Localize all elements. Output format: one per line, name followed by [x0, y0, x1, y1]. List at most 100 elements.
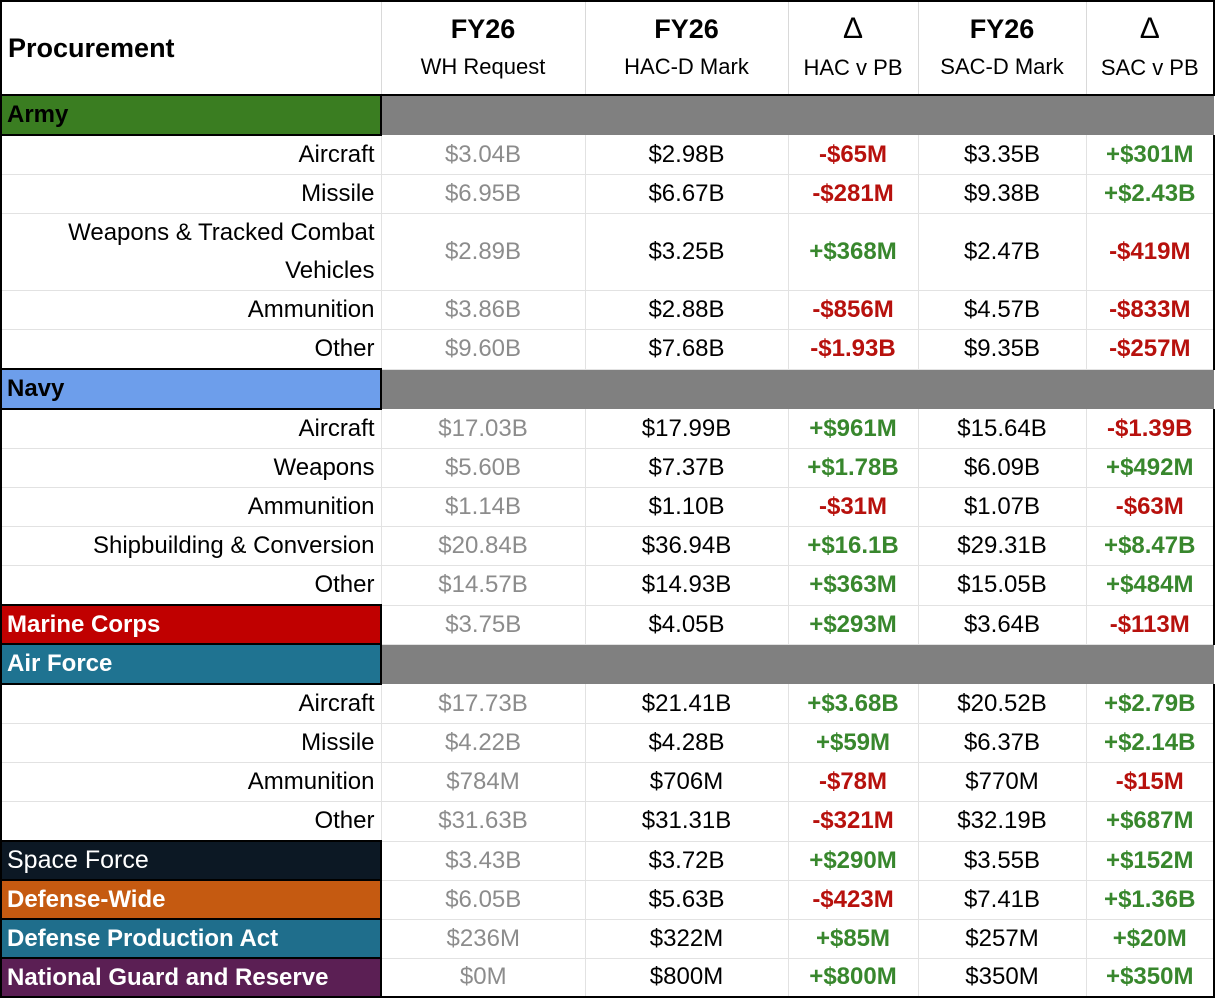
sac-delta-value: -$1.39B: [1085, 409, 1215, 449]
hac-delta-value: +$1.78B: [787, 448, 918, 488]
sac-delta-value: +$2.79B: [1085, 684, 1215, 724]
section-label-defense-wide: Defense-Wide: [0, 879, 382, 920]
column-header-delta-symbol: Δ: [842, 12, 864, 45]
line-item-name: Shipbuilding & Conversion: [0, 526, 381, 566]
sac-delta-value: +$492M: [1085, 448, 1215, 488]
table-row: Aircraft $3.04B $2.98B -$65M $3.35B +$30…: [0, 135, 1215, 175]
hac-delta-value: +$800M: [787, 958, 918, 998]
line-item-name-line1: Weapons & Tracked Combat: [68, 219, 375, 246]
table-row: Ammunition $784M $706M -$78M $770M -$15M: [0, 762, 1215, 802]
sac-mark-value: $3.64B: [917, 605, 1086, 645]
table-row: Shipbuilding & Conversion $20.84B $36.94…: [0, 526, 1215, 566]
line-item-name: Aircraft: [0, 684, 381, 724]
wh-request-value: $6.95B: [380, 174, 585, 214]
table-row: Missile $4.22B $4.28B +$59M $6.37B +$2.1…: [0, 723, 1215, 763]
line-item-name: Other: [0, 565, 381, 606]
sac-delta-value: -$257M: [1085, 329, 1215, 370]
sac-delta-value: +$1.36B: [1085, 880, 1215, 920]
section-row-air-force: Air Force: [0, 643, 1214, 685]
line-item-name: Weapons: [0, 448, 381, 488]
section-label-marine-corps: Marine Corps: [0, 604, 382, 645]
section-label-national-guard-reserve: National Guard and Reserve: [0, 957, 382, 998]
hac-mark-value: $31.31B: [584, 801, 788, 842]
sac-delta-value: +$2.14B: [1085, 723, 1215, 763]
hac-delta-value: +$85M: [787, 919, 918, 959]
column-header-sub: SAC-D Mark: [940, 54, 1064, 79]
line-item-name: Ammunition: [0, 487, 381, 527]
hac-delta-value: +$961M: [787, 409, 918, 449]
sac-delta-value: -$833M: [1085, 290, 1215, 330]
sac-mark-value: $6.09B: [917, 448, 1086, 488]
column-header-sub: WH Request: [420, 54, 546, 79]
line-item-name: Other: [0, 801, 381, 842]
service-row-national-guard-reserve: National Guard and Reserve $0M $800M +$8…: [0, 957, 1215, 998]
sac-delta-value: +$301M: [1085, 135, 1215, 175]
column-header-wh-request: FY26 WH Request: [380, 0, 585, 96]
wh-request-value: $0M: [380, 958, 585, 998]
hac-mark-value: $3.72B: [584, 841, 788, 881]
section-label-navy: Navy: [0, 368, 382, 410]
line-item-name: Weapons & Tracked Combat Vehicles: [0, 213, 381, 291]
hac-delta-value: +$59M: [787, 723, 918, 763]
section-filler: [381, 369, 1214, 409]
wh-request-value: $3.86B: [380, 290, 585, 330]
column-header-sac-delta: Δ SAC v PB: [1085, 0, 1215, 96]
wh-request-value: $31.63B: [380, 801, 585, 842]
wh-request-value: $3.43B: [380, 841, 585, 881]
wh-request-value: $14.57B: [380, 565, 585, 606]
sac-delta-value: +$152M: [1085, 841, 1215, 881]
hac-mark-value: $2.98B: [584, 135, 788, 175]
hac-mark-value: $14.93B: [584, 565, 788, 606]
column-header-sac-mark: FY26 SAC-D Mark: [917, 0, 1086, 96]
table-row: Weapons & Tracked Combat Vehicles $2.89B…: [0, 213, 1215, 291]
wh-request-value: $9.60B: [380, 329, 585, 370]
sac-delta-value: -$419M: [1085, 213, 1215, 291]
sac-mark-value: $257M: [917, 919, 1086, 959]
sac-mark-value: $3.55B: [917, 841, 1086, 881]
wh-request-value: $5.60B: [380, 448, 585, 488]
sac-mark-value: $29.31B: [917, 526, 1086, 566]
sac-mark-value: $20.52B: [917, 684, 1086, 724]
hac-delta-value: -$321M: [787, 801, 918, 842]
sac-delta-value: +$2.43B: [1085, 174, 1215, 214]
sac-delta-value: +$8.47B: [1085, 526, 1215, 566]
wh-request-value: $3.04B: [380, 135, 585, 175]
table-row: Weapons $5.60B $7.37B +$1.78B $6.09B +$4…: [0, 448, 1215, 488]
sac-delta-value: +$350M: [1085, 958, 1215, 998]
hac-delta-value: -$65M: [787, 135, 918, 175]
hac-delta-value: -$281M: [787, 174, 918, 214]
hac-mark-value: $706M: [584, 762, 788, 802]
hac-mark-value: $4.05B: [584, 605, 788, 645]
section-label-army: Army: [0, 94, 382, 136]
hac-delta-value: -$78M: [787, 762, 918, 802]
column-header-hac-mark: FY26 HAC-D Mark: [584, 0, 788, 96]
wh-request-value: $784M: [380, 762, 585, 802]
sac-delta-value: +$687M: [1085, 801, 1215, 842]
sac-mark-value: $4.57B: [917, 290, 1086, 330]
sac-mark-value: $15.64B: [917, 409, 1086, 449]
table-row: Ammunition $3.86B $2.88B -$856M $4.57B -…: [0, 290, 1215, 330]
hac-delta-value: -$856M: [787, 290, 918, 330]
hac-delta-value: +$16.1B: [787, 526, 918, 566]
column-header-delta-symbol: Δ: [1139, 12, 1160, 45]
sac-mark-value: $9.38B: [917, 174, 1086, 214]
section-label-defense-production-act: Defense Production Act: [0, 918, 382, 959]
table-row: Other $9.60B $7.68B -$1.93B $9.35B -$257…: [0, 329, 1215, 370]
sac-mark-value: $350M: [917, 958, 1086, 998]
section-label-air-force: Air Force: [0, 643, 382, 685]
wh-request-value: $236M: [380, 919, 585, 959]
table-row: Other $14.57B $14.93B +$363M $15.05B +$4…: [0, 565, 1215, 606]
hac-mark-value: $322M: [584, 919, 788, 959]
section-label-space-force: Space Force: [0, 840, 382, 881]
column-header-year: FY26: [969, 14, 1035, 44]
hac-mark-value: $21.41B: [584, 684, 788, 724]
hac-delta-value: -$423M: [787, 880, 918, 920]
line-item-name: Missile: [0, 174, 381, 214]
service-row-defense-production-act: Defense Production Act $236M $322M +$85M…: [0, 918, 1215, 959]
hac-mark-value: $2.88B: [584, 290, 788, 330]
wh-request-value: $4.22B: [380, 723, 585, 763]
sac-mark-value: $32.19B: [917, 801, 1086, 842]
column-header-sub: SAC v PB: [1100, 55, 1199, 80]
column-header-year: FY26: [654, 14, 719, 44]
